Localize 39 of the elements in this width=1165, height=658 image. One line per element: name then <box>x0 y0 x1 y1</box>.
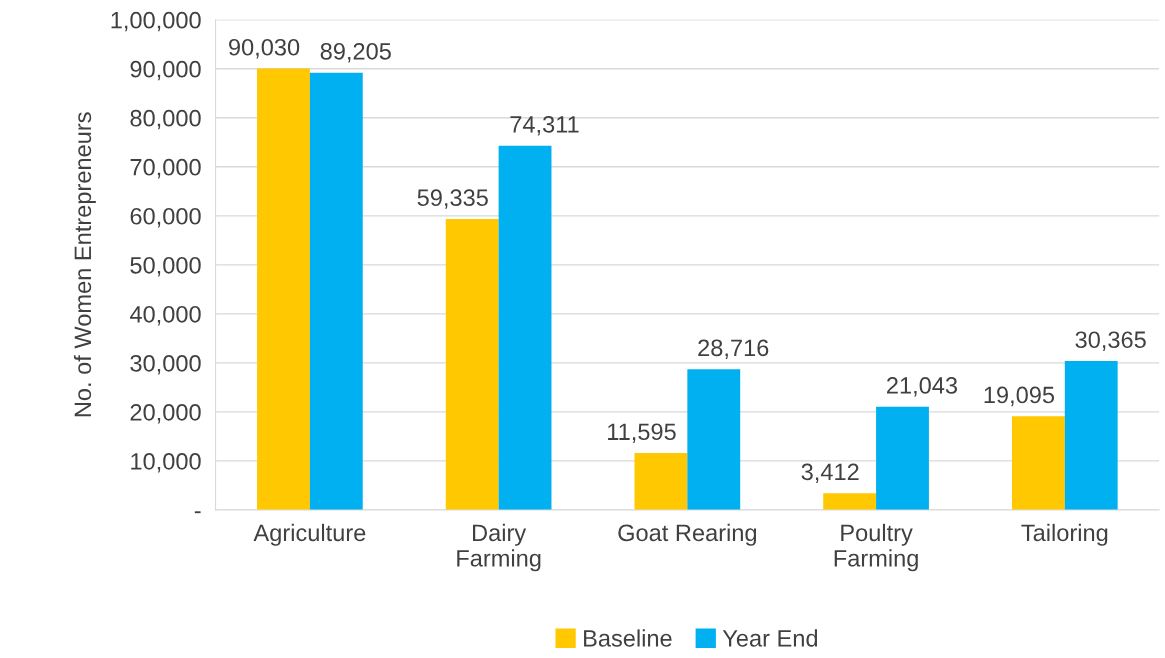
y-tick-label: 70,000 <box>130 158 201 179</box>
x-tick-label: Dairy Farming <box>457 523 541 572</box>
data-label: 89,205 <box>320 42 391 63</box>
bar <box>687 369 741 510</box>
data-label: 21,043 <box>887 377 958 397</box>
bar <box>823 493 877 510</box>
y-tick-label: 40,000 <box>129 305 201 326</box>
legend-label: Baseline <box>584 629 672 647</box>
data-label: 59,335 <box>417 189 488 209</box>
y-tick-label: 50,000 <box>130 256 201 277</box>
legend-label: Year End <box>722 629 818 647</box>
data-label: 11,595 <box>608 423 676 443</box>
data-label: 28,716 <box>698 339 769 359</box>
data-label: 90,030 <box>229 38 300 59</box>
bar <box>634 453 688 510</box>
x-tick-label: Goat Rearing <box>618 523 757 546</box>
y-tick-label: 30,000 <box>130 354 201 375</box>
y-tick-label: 10,000 <box>131 453 201 473</box>
data-label: 3,412 <box>801 463 859 484</box>
x-tick-label: Tailoring <box>1021 523 1108 546</box>
x-tick-label: Poultry Farming <box>834 523 918 572</box>
data-label: 19,095 <box>984 386 1055 407</box>
bar <box>445 219 499 510</box>
data-label: 74,311 <box>510 115 579 136</box>
bar <box>1011 416 1065 510</box>
y-tick-label: 20,000 <box>130 403 201 424</box>
bar <box>876 406 929 510</box>
y-tick-label: 80,000 <box>130 109 201 130</box>
bar <box>498 145 552 510</box>
x-tick-label: Agriculture <box>253 523 366 546</box>
y-tick-label: 1,00,000 <box>111 11 201 32</box>
bar <box>1064 361 1118 510</box>
bar <box>257 68 310 510</box>
bar <box>309 72 363 510</box>
y-tick-label: 60,000 <box>130 207 201 228</box>
y-tick-label: 90,000 <box>130 60 201 81</box>
data-label: 30,365 <box>1075 331 1146 351</box>
y-axis-title: No. of Women Entrepreneurs <box>73 112 96 417</box>
y-tick-label: - <box>194 511 201 514</box>
